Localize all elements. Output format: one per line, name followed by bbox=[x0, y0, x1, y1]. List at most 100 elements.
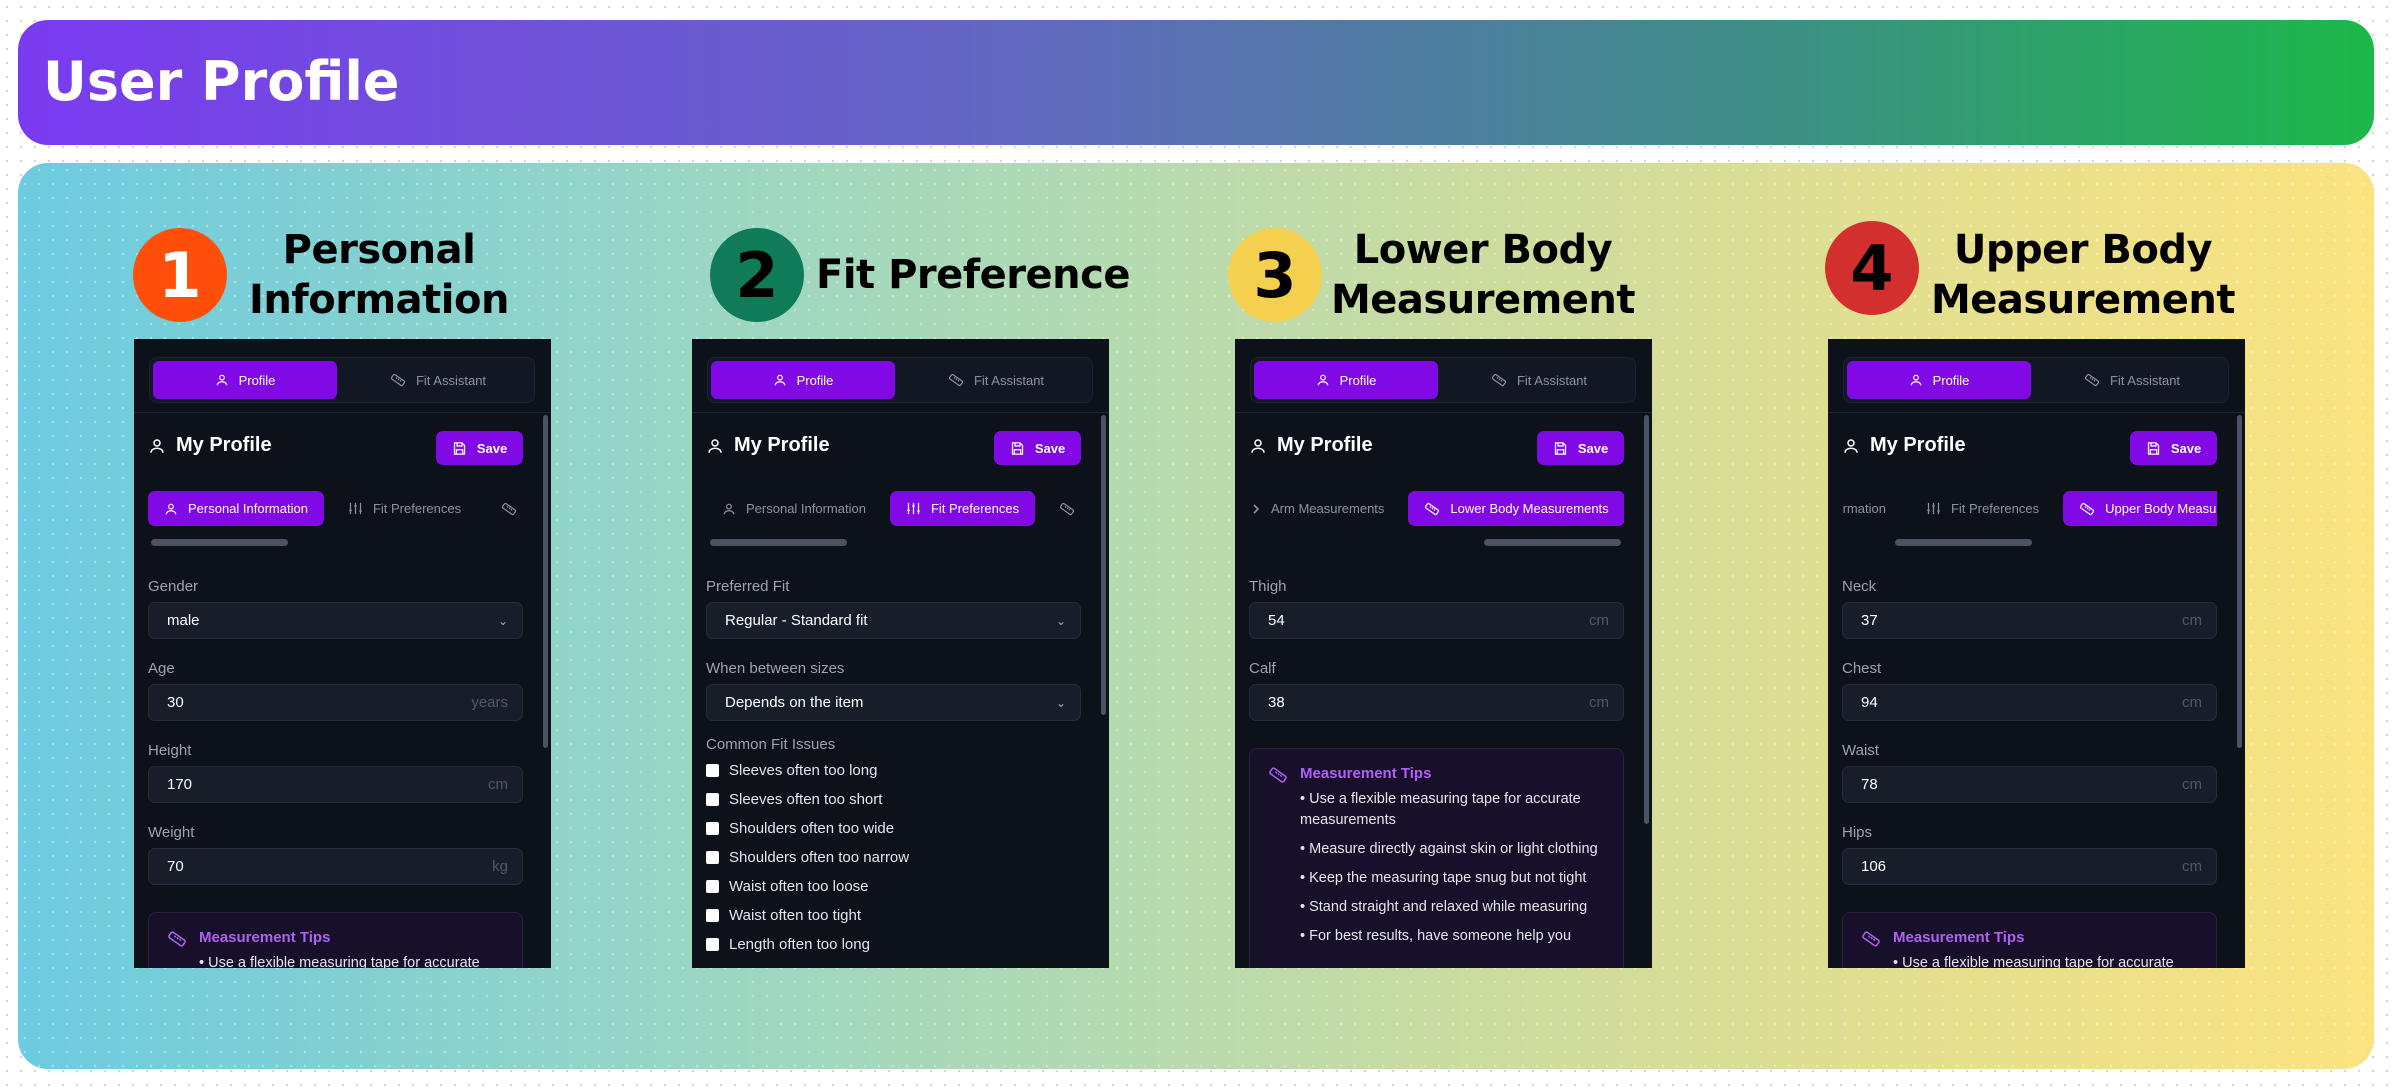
step-heading: Fit Preference bbox=[816, 252, 1130, 298]
save-icon bbox=[1553, 441, 1568, 456]
field-unit: cm bbox=[488, 776, 508, 793]
tab-profile[interactable]: Profile bbox=[1254, 361, 1438, 399]
save-button[interactable]: Save bbox=[1537, 431, 1624, 465]
tab-fit-assistant[interactable]: Fit Assistant bbox=[904, 361, 1088, 399]
checkbox[interactable] bbox=[706, 880, 719, 893]
select-when-between-sizes[interactable]: Depends on the item ⌄ bbox=[706, 684, 1081, 721]
chevron-down-icon: ⌄ bbox=[1055, 613, 1066, 628]
checkbox-waist-often-too-loose[interactable]: Waist often too loose bbox=[706, 878, 869, 895]
input-height[interactable]: 170 cm bbox=[148, 766, 523, 803]
field-unit: cm bbox=[2182, 694, 2202, 711]
field-value: 78 bbox=[1861, 776, 1878, 793]
checkbox-shoulders-often-too-narrow[interactable]: Shoulders often too narrow bbox=[706, 849, 909, 866]
section-tabs: Personal Information Fit Preferences Upper… bbox=[1842, 491, 2217, 527]
input-neck[interactable]: 37 cm bbox=[1842, 602, 2217, 639]
user-icon bbox=[1316, 373, 1330, 387]
field-label: Hips bbox=[1842, 824, 1873, 841]
divider bbox=[1235, 412, 1652, 413]
tabs-scroll-thumb[interactable] bbox=[1895, 539, 2032, 546]
section-tab-fit-preferences[interactable]: Fit Preferences bbox=[332, 491, 477, 526]
field-label: Waist bbox=[1842, 742, 1879, 759]
field-value: 30 bbox=[167, 694, 184, 711]
checkbox[interactable] bbox=[706, 822, 719, 835]
measurement-tips: Measurement Tips Use a flexible measuring… bbox=[148, 912, 523, 968]
tab-fit-assistant[interactable]: Fit Assistant bbox=[1447, 361, 1631, 399]
vertical-scrollbar[interactable] bbox=[543, 415, 548, 748]
input-calf[interactable]: 38 cm bbox=[1249, 684, 1624, 721]
tip-item: For best results, have someone help you bbox=[1300, 926, 1615, 947]
checkbox[interactable] bbox=[706, 851, 719, 864]
tab-profile[interactable]: Profile bbox=[153, 361, 337, 399]
user-icon bbox=[215, 373, 229, 387]
step-heading: Upper Body Measurement bbox=[1931, 227, 2235, 323]
field-value: 106 bbox=[1861, 858, 1887, 875]
input-waist[interactable]: 78 cm bbox=[1842, 766, 2217, 803]
save-button[interactable]: Save bbox=[436, 431, 523, 465]
checkbox-shoulders-often-too-wide[interactable]: Shoulders often too wide bbox=[706, 820, 894, 837]
vertical-scrollbar[interactable] bbox=[1101, 415, 1106, 715]
profile-title: My Profile bbox=[176, 434, 272, 456]
checkbox-label: Length often too long bbox=[729, 936, 870, 953]
input-age[interactable]: 30 years bbox=[148, 684, 523, 721]
section-tab-label: Personal Information bbox=[1842, 501, 1886, 516]
divider bbox=[1828, 412, 2245, 413]
section-tab-label: Fit Preferences bbox=[1950, 501, 2040, 516]
tabs-scroll-thumb[interactable] bbox=[710, 539, 847, 546]
tips-list: Use a flexible measuring tape for accura… bbox=[1893, 953, 2208, 968]
section-tab-personal-information[interactable]: Personal Information bbox=[1842, 491, 1902, 526]
tabs-scroll-thumb[interactable] bbox=[151, 539, 288, 546]
section-tab-arm-measurements[interactable]: Arm Measurements bbox=[1249, 491, 1400, 526]
user-icon bbox=[706, 437, 724, 455]
save-button[interactable]: Save bbox=[2130, 431, 2217, 465]
tab-label: Fit Assistant bbox=[415, 372, 487, 388]
checkbox-sleeves-often-too-long[interactable]: Sleeves often too long bbox=[706, 762, 877, 779]
checkbox-sleeves-often-too-short[interactable]: Sleeves often too short bbox=[706, 791, 882, 808]
checkbox[interactable] bbox=[706, 764, 719, 777]
app-screen: Profile Fit Assistant My Profile Save Person… bbox=[692, 339, 1109, 968]
tip-item: Use a flexible measuring tape for accura… bbox=[1893, 953, 2208, 968]
section-tab-label: Personal Information bbox=[746, 501, 866, 516]
save-button[interactable]: Save bbox=[994, 431, 1081, 465]
vertical-scrollbar[interactable] bbox=[2237, 415, 2242, 748]
checkbox-waist-often-too-tight[interactable]: Waist often too tight bbox=[706, 907, 861, 924]
checkbox[interactable] bbox=[706, 938, 719, 951]
checkbox[interactable] bbox=[706, 909, 719, 922]
section-tab-personal-information[interactable]: Personal Information bbox=[706, 491, 882, 526]
user-icon bbox=[1249, 437, 1267, 455]
field-label: Height bbox=[148, 742, 192, 759]
input-weight[interactable]: 70 kg bbox=[148, 848, 523, 885]
field-value: 170 bbox=[167, 776, 193, 793]
vertical-scrollbar[interactable] bbox=[1644, 415, 1649, 824]
section-tab-upper-body-measurements[interactable]: Upper Body Measurements bbox=[485, 491, 523, 526]
field-value: Depends on the item bbox=[725, 694, 864, 711]
select-gender[interactable]: male ⌄ bbox=[148, 602, 523, 639]
select-preferred-fit[interactable]: Regular - Standard fit ⌄ bbox=[706, 602, 1081, 639]
section-tab-fit-preferences[interactable]: Fit Preferences bbox=[1910, 491, 2055, 526]
tab-fit-assistant[interactable]: Fit Assistant bbox=[346, 361, 530, 399]
save-icon bbox=[2146, 441, 2161, 456]
input-thigh[interactable]: 54 cm bbox=[1249, 602, 1624, 639]
top-tab-bar: Profile Fit Assistant bbox=[1843, 357, 2229, 403]
section-tab-fit-preferences[interactable]: Fit Preferences bbox=[889, 491, 1036, 526]
tab-profile[interactable]: Profile bbox=[711, 361, 895, 399]
section-tab-upper-body-measurements[interactable]: Upper Body Measurements bbox=[2063, 491, 2217, 526]
measurement-tips: Measurement Tips Use a flexible measuring… bbox=[1249, 748, 1624, 968]
field-value: 94 bbox=[1861, 694, 1878, 711]
section-tab-label: Fit Preferences bbox=[372, 501, 462, 516]
input-chest[interactable]: 94 cm bbox=[1842, 684, 2217, 721]
tab-fit-assistant[interactable]: Fit Assistant bbox=[2040, 361, 2224, 399]
section-tab-personal-information[interactable]: Personal Information bbox=[148, 491, 324, 526]
section-tab-lower-body-measurements[interactable]: Lower Body Measurements bbox=[1408, 491, 1624, 526]
input-hips[interactable]: 106 cm bbox=[1842, 848, 2217, 885]
ruler-icon bbox=[390, 372, 406, 388]
sliders-icon bbox=[906, 501, 921, 516]
tabs-scroll-thumb[interactable] bbox=[1484, 539, 1621, 546]
checkbox-length-often-too-long[interactable]: Length often too long bbox=[706, 936, 870, 953]
save-label: Save bbox=[476, 440, 508, 456]
field-label: Weight bbox=[148, 824, 195, 841]
tab-profile[interactable]: Profile bbox=[1847, 361, 2031, 399]
top-tab-bar: Profile Fit Assistant bbox=[707, 357, 1093, 403]
section-tab-upper-body-measurements[interactable]: Upper Body Measurements bbox=[1043, 491, 1081, 526]
section-tab-label: Fit Preferences bbox=[930, 501, 1020, 516]
checkbox[interactable] bbox=[706, 793, 719, 806]
